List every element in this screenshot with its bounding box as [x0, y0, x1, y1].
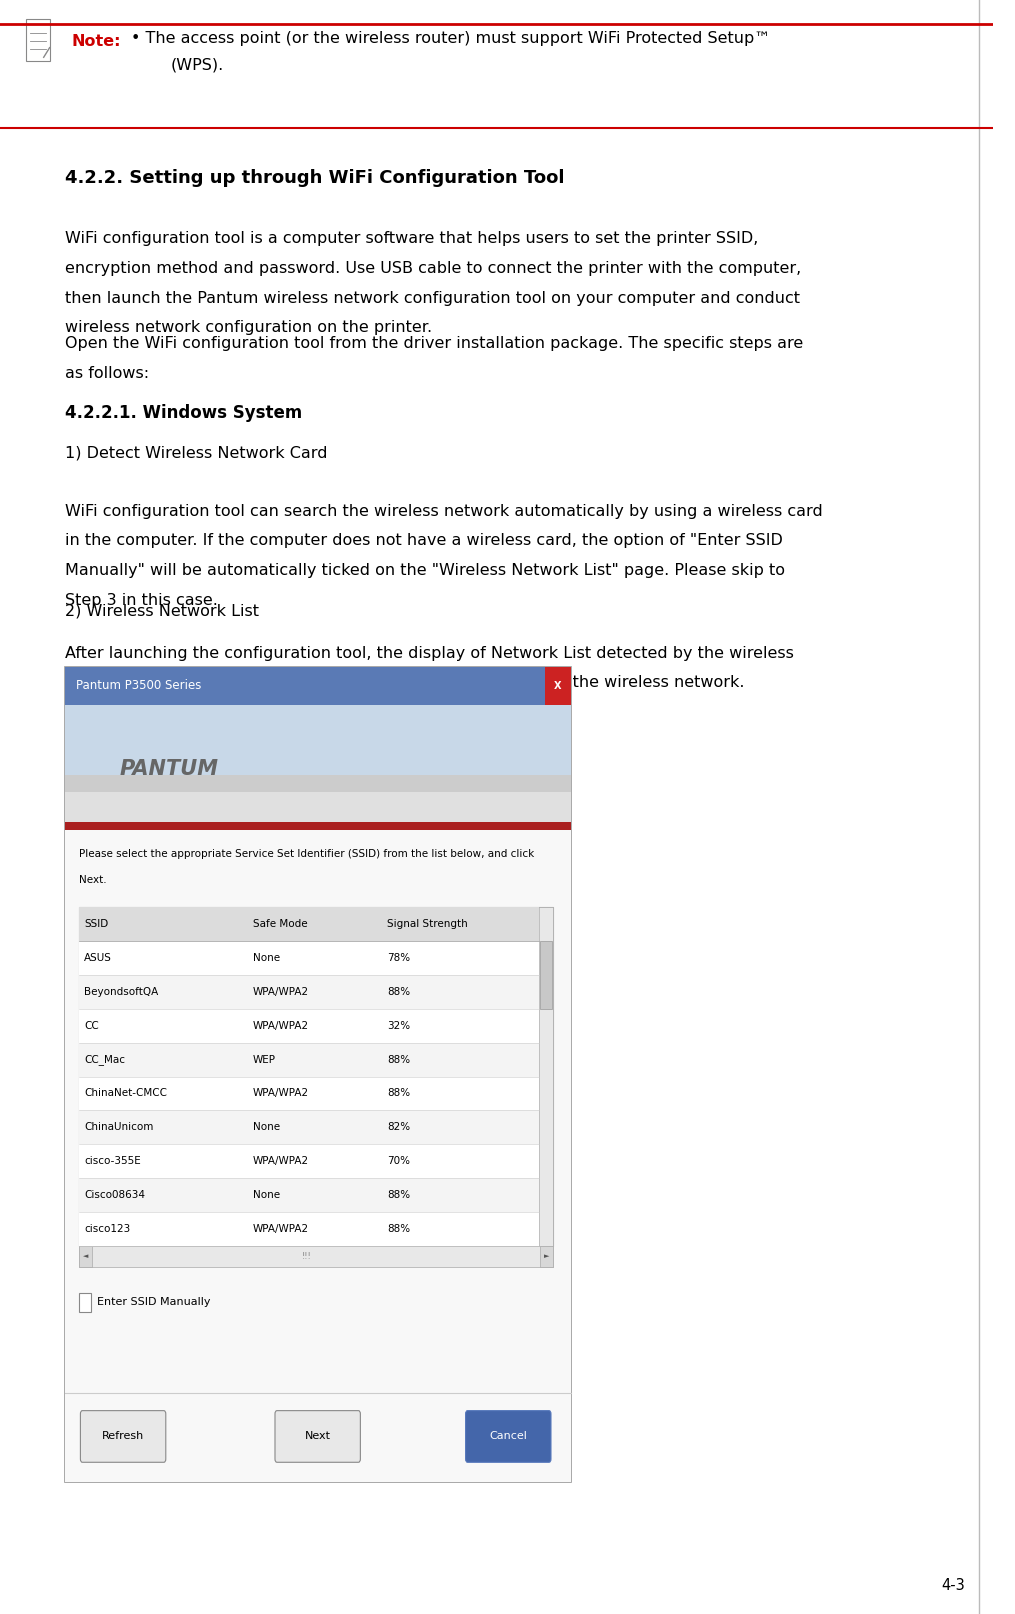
Bar	[79, 1246, 553, 1267]
Text: None: None	[253, 1122, 280, 1133]
Text: Cancel: Cancel	[489, 1432, 527, 1441]
Text: ChinaUnicom: ChinaUnicom	[84, 1122, 153, 1133]
Text: WiFi configuration tool can search the wireless network automatically by using a: WiFi configuration tool can search the w…	[65, 504, 822, 518]
Text: Refresh: Refresh	[102, 1432, 144, 1441]
Text: !!!: !!!	[301, 1252, 312, 1261]
Bar	[79, 1043, 539, 1077]
Text: Step 3 in this case.: Step 3 in this case.	[65, 594, 217, 608]
Text: 2) Wireless Network List: 2) Wireless Network List	[65, 604, 259, 618]
Text: Enter SSID Manually: Enter SSID Manually	[97, 1298, 211, 1307]
Text: WPA/WPA2: WPA/WPA2	[253, 1223, 310, 1235]
Text: • The access point (or the wireless router) must support WiFi Protected Setup™: • The access point (or the wireless rout…	[131, 31, 770, 47]
Bar	[79, 1144, 539, 1178]
FancyBboxPatch shape	[275, 1411, 360, 1462]
Text: 88%: 88%	[387, 1088, 410, 1099]
Text: WPA/WPA2: WPA/WPA2	[253, 986, 310, 997]
Text: BeyondsoftQA: BeyondsoftQA	[84, 986, 158, 997]
Text: Note:: Note:	[71, 34, 121, 48]
Text: in the computer. If the computer does not have a wireless card, the option of "E: in the computer. If the computer does no…	[65, 534, 783, 549]
Bar	[79, 1077, 539, 1110]
Text: 4.2.2.1. Windows System: 4.2.2.1. Windows System	[65, 404, 301, 421]
Text: SSID: SSID	[84, 918, 109, 930]
Bar	[79, 907, 553, 1246]
Text: Safe Mode: Safe Mode	[253, 918, 308, 930]
Text: cisco123: cisco123	[84, 1223, 131, 1235]
Text: WPA/WPA2: WPA/WPA2	[253, 1156, 310, 1167]
Text: (WPS).: (WPS).	[171, 56, 224, 73]
Bar	[79, 975, 539, 1009]
Text: 4-3: 4-3	[941, 1578, 965, 1593]
Text: Pantum P3500 Series: Pantum P3500 Series	[76, 679, 202, 692]
Text: cisco-355E: cisco-355E	[84, 1156, 141, 1167]
Text: 4.2.2. Setting up through WiFi Configuration Tool: 4.2.2. Setting up through WiFi Configura…	[65, 169, 564, 187]
Text: then launch the Pantum wireless network configuration tool on your computer and : then launch the Pantum wireless network …	[65, 291, 800, 305]
Bar	[79, 1178, 539, 1212]
Bar	[25, 18, 50, 60]
Text: ◄: ◄	[83, 1254, 88, 1259]
Text: network configuration program appears, where you can select the wireless network: network configuration program appears, w…	[65, 675, 744, 691]
Text: Next: Next	[304, 1432, 331, 1441]
Bar	[65, 705, 570, 775]
Bar	[539, 907, 553, 1246]
Bar	[65, 705, 570, 822]
Bar	[545, 667, 570, 705]
Bar	[79, 1110, 539, 1144]
Bar	[79, 1212, 539, 1246]
Text: encryption method and password. Use USB cable to connect the printer with the co: encryption method and password. Use USB …	[65, 260, 801, 276]
FancyBboxPatch shape	[466, 1411, 551, 1462]
Text: 88%: 88%	[387, 1223, 410, 1235]
Text: ASUS: ASUS	[84, 952, 113, 964]
Bar	[65, 667, 570, 705]
Bar	[65, 830, 570, 1482]
Bar	[79, 907, 539, 941]
Text: CC_Mac: CC_Mac	[84, 1054, 126, 1065]
Text: None: None	[253, 1190, 280, 1201]
Text: After launching the configuration tool, the display of Network List detected by : After launching the configuration tool, …	[65, 646, 794, 660]
Text: wireless network configuration on the printer.: wireless network configuration on the pr…	[65, 320, 431, 336]
Text: 82%: 82%	[387, 1122, 410, 1133]
Text: WiFi configuration tool is a computer software that helps users to set the print: WiFi configuration tool is a computer so…	[65, 231, 758, 245]
Text: None: None	[253, 952, 280, 964]
Text: ►: ►	[544, 1254, 549, 1259]
Text: 1) Detect Wireless Network Card: 1) Detect Wireless Network Card	[65, 445, 327, 460]
Text: as follows:: as follows:	[65, 365, 148, 381]
Text: Open the WiFi configuration tool from the driver installation package. The speci: Open the WiFi configuration tool from th…	[65, 336, 803, 350]
Text: 88%: 88%	[387, 1054, 410, 1065]
Text: 32%: 32%	[387, 1020, 410, 1031]
Text: WEP: WEP	[253, 1054, 276, 1065]
Text: CC: CC	[84, 1020, 99, 1031]
Bar	[79, 1246, 92, 1267]
Text: 88%: 88%	[387, 986, 410, 997]
Bar	[65, 667, 570, 1482]
Text: Manually" will be automatically ticked on the "Wireless Network List" page. Plea: Manually" will be automatically ticked o…	[65, 563, 785, 578]
Text: 70%: 70%	[387, 1156, 410, 1167]
Bar	[79, 1009, 539, 1043]
Text: 88%: 88%	[387, 1190, 410, 1201]
Text: Please select the appropriate Service Set Identifier (SSID) from the list below,: Please select the appropriate Service Se…	[79, 849, 535, 859]
Text: WPA/WPA2: WPA/WPA2	[253, 1020, 310, 1031]
Text: 78%: 78%	[387, 952, 410, 964]
Bar	[65, 792, 570, 822]
Bar	[79, 941, 539, 975]
Text: PANTUM: PANTUM	[119, 759, 218, 780]
Bar	[540, 941, 552, 1009]
Bar	[79, 1293, 91, 1312]
Text: Signal Strength: Signal Strength	[387, 918, 468, 930]
Text: ChinaNet-CMCC: ChinaNet-CMCC	[84, 1088, 167, 1099]
FancyBboxPatch shape	[80, 1411, 165, 1462]
Text: X: X	[554, 681, 561, 691]
Text: WPA/WPA2: WPA/WPA2	[253, 1088, 310, 1099]
Bar	[540, 1246, 553, 1267]
Bar	[65, 822, 570, 830]
Text: Cisco08634: Cisco08634	[84, 1190, 145, 1201]
Text: Next.: Next.	[79, 875, 107, 884]
